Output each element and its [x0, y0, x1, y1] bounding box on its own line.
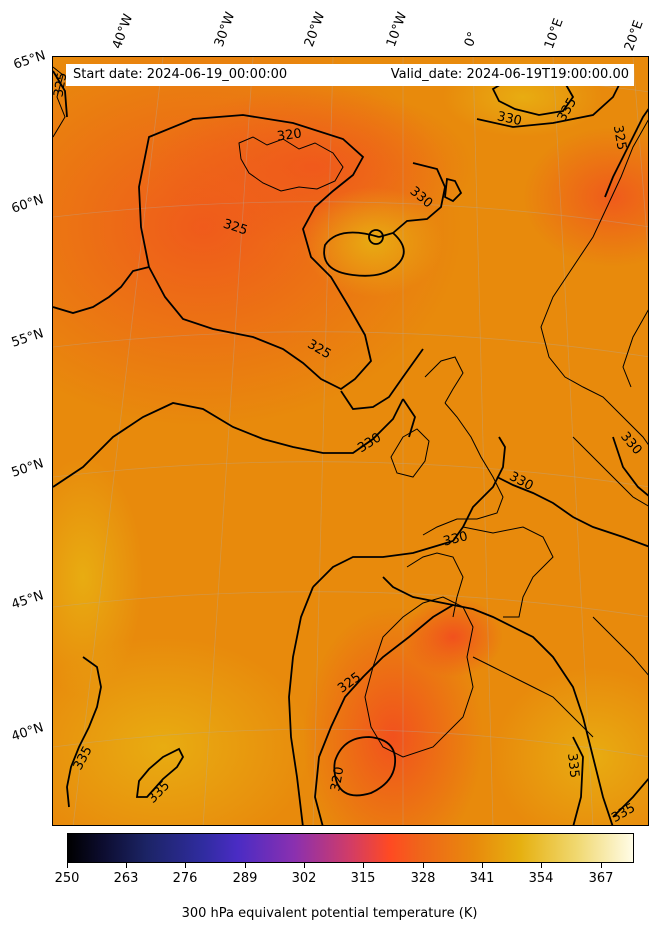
longitude-label: 20°W	[301, 10, 329, 49]
contour-label: 320	[328, 766, 347, 793]
colorbar-tick-label: 315	[350, 871, 376, 886]
colorbar-tick	[126, 863, 127, 868]
latitude-label: 40°N	[9, 720, 46, 745]
greenland-coast	[53, 66, 66, 138]
contour-label: 330	[496, 109, 523, 129]
cool-air-mass	[523, 127, 648, 267]
colorbar-tick	[67, 863, 68, 868]
baltic-coast	[572, 436, 648, 507]
colorbar-tick-label: 354	[528, 871, 554, 886]
france-coast	[462, 526, 554, 618]
norway-coast	[540, 119, 648, 446]
colorbar-tick	[363, 863, 364, 868]
warm-air-mass	[53, 637, 313, 825]
longitude-label: 10°W	[383, 10, 411, 49]
scotland-coast	[424, 356, 464, 404]
colorbar-tick	[245, 863, 246, 868]
colorbar-tick-label: 250	[54, 871, 80, 886]
colorbar-tick	[304, 863, 305, 868]
colorbar-tick	[601, 863, 602, 868]
warm-air-mass	[303, 187, 443, 297]
map-svg: 325 320 330 335 325 330 325 325 330 330 …	[53, 57, 648, 825]
latitude-label: 55°N	[9, 326, 46, 351]
longitude-label: 30°W	[211, 10, 239, 49]
colorbar-title: 300 hPa equivalent potential temperature…	[181, 906, 478, 921]
date-header: Start date: 2024-06-19_00:00:00 Valid_da…	[66, 64, 634, 86]
longitude-label: 40°W	[109, 12, 137, 51]
colorbar-tick-label: 341	[469, 871, 495, 886]
colorbar-tick	[541, 863, 542, 868]
contour-label: 320	[276, 126, 303, 144]
colorbar	[67, 833, 634, 863]
warm-air-mass	[53, 457, 143, 697]
italy-coast	[592, 616, 648, 676]
colorbar-tick-label: 289	[232, 871, 258, 886]
england-coast	[422, 402, 504, 536]
contours	[53, 70, 648, 825]
colorbar-tick	[482, 863, 483, 868]
trough-air-mass	[403, 597, 503, 677]
iceland-coast	[238, 136, 344, 192]
valid-date-label: Valid_date: 2024-06-19T19:00:00.00	[390, 67, 629, 82]
start-date-label: Start date: 2024-06-19_00:00:00	[73, 67, 288, 82]
longitude-label: 20°E	[621, 18, 647, 53]
longitude-label: 10°E	[541, 16, 567, 51]
map-frame: 325 320 330 335 325 330 325 325 330 330 …	[52, 56, 649, 826]
latitude-label: 65°N	[11, 48, 48, 73]
warm-air-mass	[493, 667, 648, 825]
coastlines	[53, 66, 648, 758]
sweden-coast	[622, 309, 648, 388]
contour-label: 325	[610, 124, 629, 151]
colorbar-tick-label: 263	[113, 871, 139, 886]
latitude-label: 50°N	[9, 456, 46, 481]
longitude-label: 0°	[461, 29, 482, 49]
iberia-coast	[364, 596, 474, 758]
latitude-label: 45°N	[9, 588, 46, 613]
colorbar-tick	[185, 863, 186, 868]
contour-label: 330	[442, 529, 470, 550]
graticule	[53, 57, 648, 825]
ireland-coast	[390, 428, 430, 478]
colorbar-tick-label: 328	[410, 871, 436, 886]
contour-label: 335	[564, 753, 582, 779]
latitude-label: 60°N	[9, 192, 46, 217]
colorbar-tick-label: 367	[588, 871, 614, 886]
contour-label: 325	[221, 217, 249, 239]
colorbar-tick-label: 276	[172, 871, 198, 886]
colorbar-tick-label: 302	[291, 871, 317, 886]
mediterranean-coast	[472, 656, 594, 738]
biscay-coast	[406, 552, 464, 618]
colorbar-tick	[423, 863, 424, 868]
